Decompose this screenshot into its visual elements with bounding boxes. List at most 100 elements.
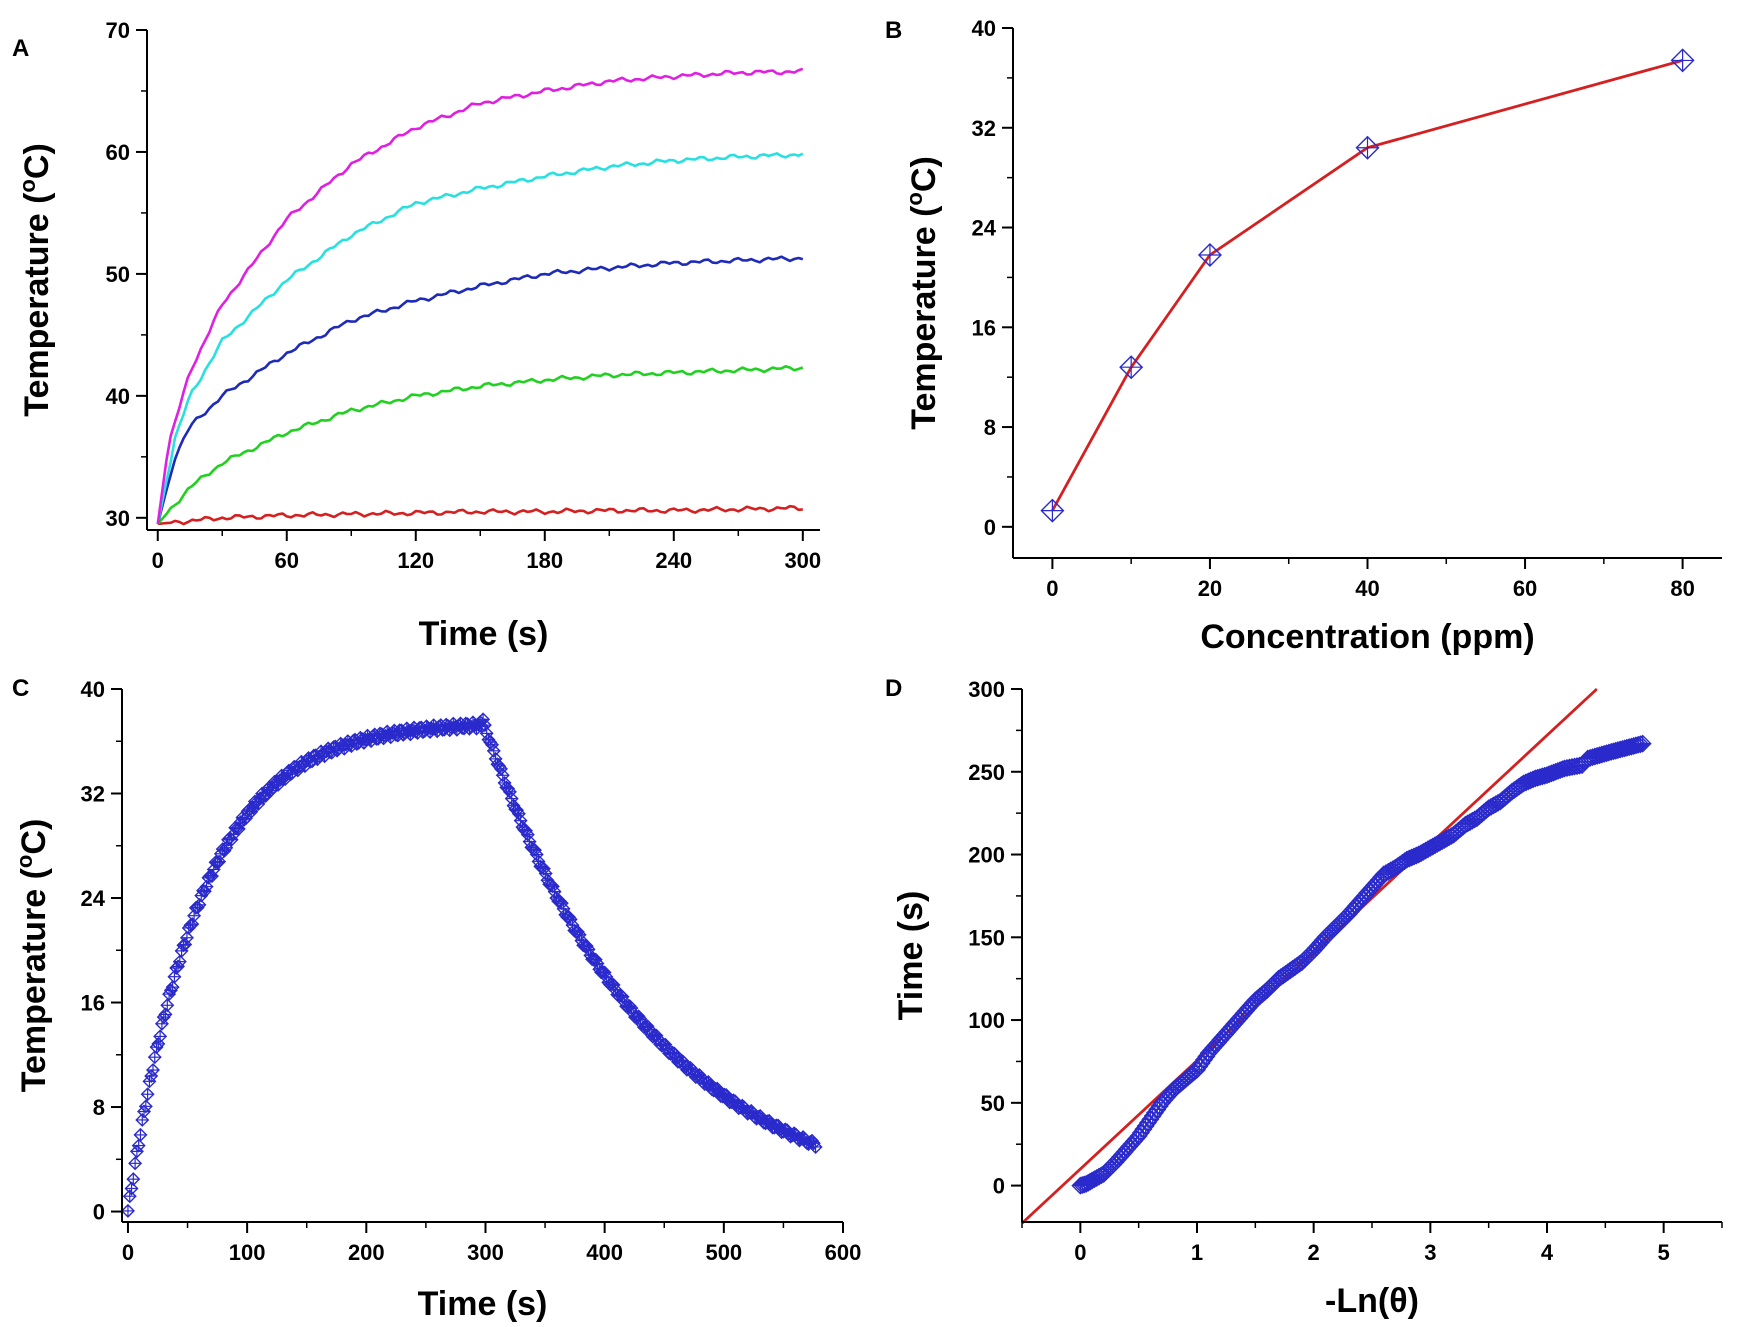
x-tick-label: 240 [655, 548, 692, 573]
x-tick-label: 180 [526, 548, 563, 573]
y-tick-label: 40 [81, 677, 105, 702]
data-point-b [1040, 498, 1065, 523]
x-tick-label: 0 [122, 1240, 134, 1265]
y-tick-label: 0 [984, 515, 996, 540]
y-axis-label: Temperature (oC) [12, 819, 53, 1093]
y-tick-label: 24 [81, 886, 106, 911]
data-point-c [126, 1172, 141, 1187]
panel-b: 0 20 40 60 80 0 8 16 24 32 40 B Concentration (ppm) T… [885, 16, 1722, 656]
x-tick-label: 60 [1513, 576, 1537, 601]
data-point-c [504, 791, 519, 806]
y-tick-label: 24 [972, 216, 997, 241]
y-axis-label-main: Temperature ( [905, 205, 943, 430]
y-axis-label: Temperature (oC) [15, 143, 56, 417]
data-point-c [144, 1068, 159, 1083]
panel-c: 0 100 200 300 400 500 600 0 8 16 24 32 40 C Time (s) Te… [12, 675, 861, 1323]
y-tick-label: 70 [106, 18, 130, 43]
data-point-c [120, 1203, 135, 1218]
series-line-10-ppm [156, 364, 804, 525]
y-axis-label-tail: C) [18, 143, 56, 179]
x-tick-label: 2 [1308, 1240, 1320, 1265]
y-axis-label-main: Temperature ( [18, 192, 56, 417]
y-tick-label: 150 [968, 925, 1005, 950]
data-point-c [128, 1156, 143, 1171]
data-point-c [129, 1144, 144, 1159]
x-tick-label: 80 [1670, 576, 1694, 601]
x-axis-label: Time (s) [419, 615, 549, 653]
x-tick-label: 100 [229, 1240, 266, 1265]
x-axis-label: Concentration (ppm) [1200, 618, 1534, 656]
x-tick-label: 200 [348, 1240, 385, 1265]
data-point-c [140, 1087, 155, 1102]
x-tick-label: 600 [825, 1240, 862, 1265]
x-tick-label: 500 [705, 1240, 742, 1265]
y-tick-label: 40 [106, 384, 130, 409]
x-axis-label: Time (s) [418, 1285, 548, 1323]
x-tick-label: 60 [275, 548, 299, 573]
data-point-b [1197, 242, 1222, 267]
y-tick-label: 300 [968, 677, 1005, 702]
y-tick-label: 8 [93, 1095, 105, 1120]
series-line-20-ppm [156, 255, 804, 525]
y-axis-label-tail: C) [15, 819, 53, 855]
data-point-c [142, 1074, 157, 1089]
series-line-40-ppm [156, 152, 804, 525]
y-tick-label: 40 [972, 16, 996, 41]
x-tick-label: 1 [1191, 1240, 1203, 1265]
panel-label: D [885, 675, 902, 702]
y-tick-label: 60 [106, 140, 130, 165]
y-tick-label: 0 [993, 1174, 1005, 1199]
panel-label: A [12, 35, 29, 62]
data-point-c [529, 847, 544, 862]
x-tick-label: 120 [397, 548, 434, 573]
panel-label: C [12, 675, 29, 702]
y-tick-label: 16 [972, 315, 996, 340]
x-tick-label: 300 [784, 548, 821, 573]
data-point-c [511, 806, 526, 821]
x-axis-label: -Ln(θ) [1325, 1282, 1419, 1320]
y-tick-label: 8 [984, 415, 996, 440]
x-tick-label: 3 [1424, 1240, 1436, 1265]
x-tick-label: 40 [1355, 576, 1379, 601]
y-tick-label: 200 [968, 843, 1005, 868]
data-point-c [124, 1181, 139, 1196]
data-point-c [502, 784, 517, 799]
y-tick-label: 0 [93, 1200, 105, 1225]
panel-a: 0 60 120 180 240 300 30 40 50 60 70 A Time (s) Temper… [12, 18, 821, 653]
data-point-c [179, 930, 194, 945]
y-tick-label: 16 [81, 991, 105, 1016]
data-point-c [133, 1127, 148, 1142]
y-tick-label: 32 [81, 782, 105, 807]
data-point-b [1119, 355, 1144, 380]
x-tick-label: 0 [1074, 1240, 1086, 1265]
x-tick-label: 5 [1658, 1240, 1670, 1265]
y-tick-label: 50 [106, 262, 130, 287]
y-axis-label-superscript: o [15, 179, 40, 192]
panel-label: B [885, 17, 902, 44]
x-tick-label: 20 [1198, 576, 1222, 601]
y-axis-label-main: Time (s) [892, 891, 930, 1021]
x-tick-label: 300 [467, 1240, 504, 1265]
data-point-c [165, 980, 180, 995]
x-tick-label: 400 [586, 1240, 623, 1265]
data-point-c [160, 998, 175, 1013]
x-tick-label: 4 [1541, 1240, 1554, 1265]
data-point-c [545, 879, 560, 894]
y-tick-label: 250 [968, 760, 1005, 785]
y-axis-label: Time (s) [892, 891, 930, 1021]
y-tick-label: 32 [972, 116, 996, 141]
data-point-b [1670, 48, 1695, 73]
y-tick-label: 30 [106, 506, 130, 531]
y-axis-label-superscript: o [12, 855, 37, 868]
data-point-c [172, 954, 187, 969]
y-tick-label: 50 [981, 1091, 1005, 1116]
x-tick-label: 0 [152, 548, 164, 573]
data-point-c [538, 866, 553, 881]
data-point-b [1355, 135, 1380, 160]
data-point-d [1633, 734, 1652, 753]
data-point-c [138, 1099, 153, 1114]
data-point-c [145, 1063, 160, 1078]
series-line-0-ppm [157, 504, 803, 526]
